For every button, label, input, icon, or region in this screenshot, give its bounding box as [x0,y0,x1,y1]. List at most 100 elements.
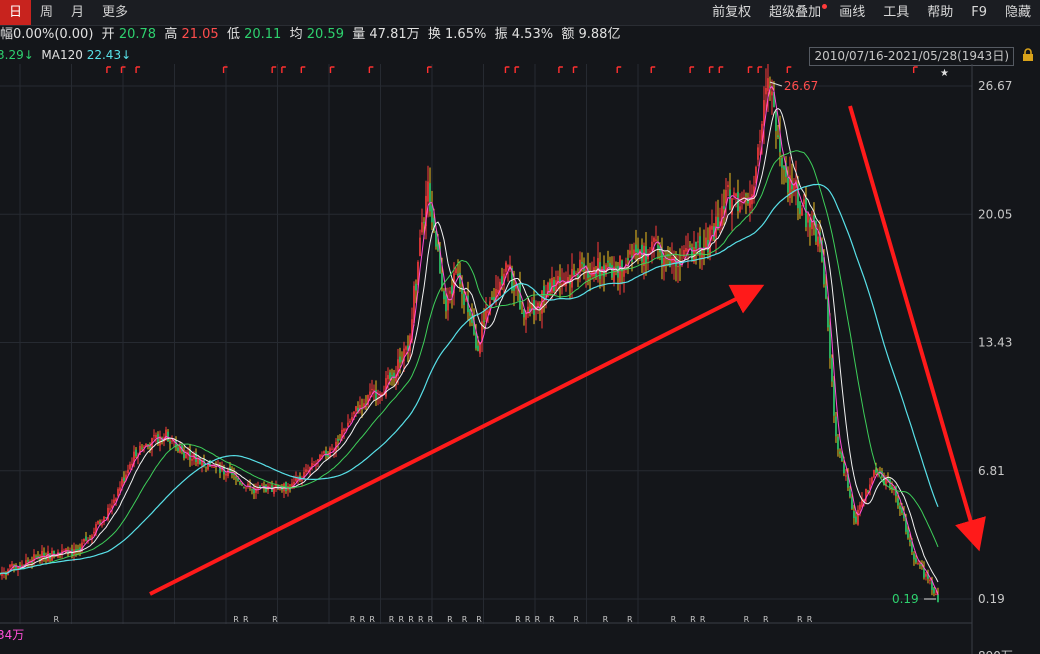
menu-item-1[interactable]: 超级叠加 [760,0,830,25]
candle-body [641,244,643,262]
candle-body [367,394,369,405]
candle-body [311,463,313,468]
candle-body [447,298,449,311]
candle-body [923,567,925,578]
candle-body [449,290,451,294]
avg-label: 均 [289,27,303,42]
candle-body [187,452,189,455]
candle-body [483,320,485,322]
candle-body [157,434,159,444]
menu-item-2[interactable]: 画线 [830,0,874,25]
candle-body [201,460,203,466]
event-flag-icon [368,66,374,73]
event-flag-icon [300,66,306,73]
ma-mid-line [0,108,939,583]
candle-body [511,268,513,291]
candle-body [139,445,141,455]
candle-body [209,460,211,467]
candle-body [437,244,439,251]
candle-body [897,498,899,506]
candle-body [97,521,99,524]
candle-body [123,477,125,481]
candle-body [431,205,433,223]
candle-body [221,467,223,471]
candle-body [899,505,901,510]
candle-body [885,478,887,487]
candle-body [735,193,737,197]
candle-body [727,185,729,188]
candle-body [213,466,215,468]
candle-body [521,313,523,315]
event-flag-icon [572,66,578,73]
candle-body [611,265,613,278]
volume-label: 量 [352,27,366,42]
candle-body [777,135,779,138]
tab-period-1[interactable]: 周 [40,5,54,20]
candle-body [647,254,649,260]
candle-body [491,297,493,300]
lock-icon[interactable] [1022,48,1034,62]
menu-item-3[interactable]: 工具 [874,0,918,25]
candle-body [327,454,329,457]
tab-period-3[interactable]: 更多 [102,5,129,20]
candle-body [623,268,625,277]
candle-body [721,206,723,226]
menu-item-5[interactable]: F9 [962,0,996,25]
candle-body [207,462,209,470]
candle-body [851,497,853,509]
rights-marker-label: R [408,615,414,624]
candle-body [567,277,569,282]
candle-body [485,310,487,320]
candle-body [869,484,871,490]
candle-body [823,257,825,285]
candle-body [531,303,533,310]
event-flag-icon [106,66,111,73]
candle-body [109,508,111,510]
tab-period-2[interactable]: 月 [71,5,85,20]
ma-partial-value: 3.29↓ [0,48,34,62]
rights-marker-label: R [573,615,579,624]
candle-body [459,272,461,284]
candle-body [357,407,359,413]
candle-body [937,594,939,603]
candle-body [279,488,281,491]
rights-marker-label: R [700,615,706,624]
candle-body [909,539,911,542]
candle-body [33,554,35,562]
candle-body [341,429,343,439]
candle-body [557,276,559,285]
candle-body [419,237,421,256]
candle-body [663,257,665,268]
menu-item-4[interactable]: 帮助 [918,0,962,25]
candle-body [513,285,515,291]
event-flag-icon [222,66,228,73]
date-range-text: 2010/07/16-2021/05/28(1943日) [814,49,1009,63]
rights-marker-label: R [360,615,366,624]
candle-body [681,261,683,265]
menu-item-6[interactable]: 隐藏 [996,0,1040,25]
min-price-label: 0.19 [892,592,919,606]
candle-body [639,249,641,259]
tab-period-0[interactable]: 日 [0,0,32,25]
candle-body [529,308,531,313]
candle-body [317,459,319,462]
candle-body [527,306,529,314]
candle-body [399,356,401,363]
candle-body [919,564,921,566]
volume-partial-label: 34万 [0,628,24,642]
candle-body [643,245,645,266]
candle-body [911,541,913,553]
candle-body [239,482,241,485]
candle-body [473,320,475,335]
candle-body [225,473,227,476]
candle-body [309,467,311,471]
date-range-selector[interactable]: 2010/07/16-2021/05/28(1943日) [809,47,1014,66]
candle-body [613,266,615,282]
candle-body [857,509,859,525]
candle-body [871,477,873,485]
candle-body [597,258,599,274]
menu-item-0[interactable]: 前复权 [703,0,760,25]
candle-body [443,291,445,300]
candle-body [845,475,847,477]
